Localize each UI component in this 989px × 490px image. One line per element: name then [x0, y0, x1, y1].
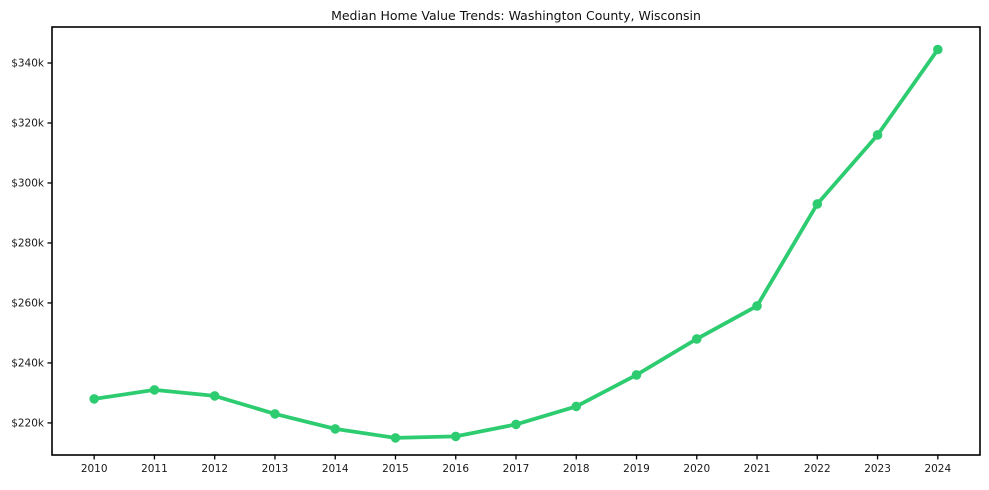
data-point-2014	[330, 424, 341, 434]
data-point-2015	[390, 433, 401, 443]
y-tick-label: $260k	[11, 298, 45, 310]
x-tick-label: 2012	[201, 463, 228, 475]
data-point-2017	[511, 419, 521, 430]
x-tick-label: 2011	[141, 463, 168, 475]
data-point-2024	[933, 44, 943, 55]
y-tick-label: $300k	[11, 178, 45, 190]
x-tick-label: 2021	[744, 463, 771, 475]
data-point-2018	[571, 401, 582, 412]
y-tick-label: $340k	[11, 58, 45, 70]
x-tick-label: 2014	[322, 463, 349, 475]
data-point-2012	[209, 391, 220, 401]
x-tick-label: 2015	[382, 463, 409, 475]
x-tick-label: 2024	[924, 463, 951, 475]
x-tick-label: 2023	[864, 463, 891, 475]
data-point-2022	[812, 199, 823, 209]
data-point-2016	[450, 431, 461, 442]
data-point-2013	[270, 409, 280, 419]
y-tick-label: $280k	[11, 238, 45, 250]
y-tick-label: $220k	[11, 418, 45, 430]
plot-frame	[51, 26, 981, 456]
y-tick-label: $320k	[11, 118, 45, 130]
x-tick-label: 2018	[563, 463, 590, 475]
trend-line	[92, 47, 940, 440]
x-tick-label: 2013	[262, 463, 289, 475]
x-tick-label: 2022	[804, 463, 831, 475]
data-point-2020	[691, 334, 702, 344]
data-point-2011	[149, 385, 160, 395]
x-tick-label: 2017	[503, 463, 530, 475]
data-point-2021	[752, 301, 762, 311]
chart-title: Median Home Value Trends: Washington Cou…	[331, 8, 701, 23]
y-tick-label: $240k	[11, 358, 45, 370]
x-tick-label: 2019	[623, 463, 650, 475]
x-tick-label: 2016	[442, 463, 469, 475]
data-point-2023	[872, 130, 883, 140]
x-tick-label: 2010	[81, 463, 108, 475]
data-point-2019	[631, 370, 642, 380]
x-tick-label: 2020	[683, 463, 710, 475]
data-point-2010	[89, 394, 99, 404]
